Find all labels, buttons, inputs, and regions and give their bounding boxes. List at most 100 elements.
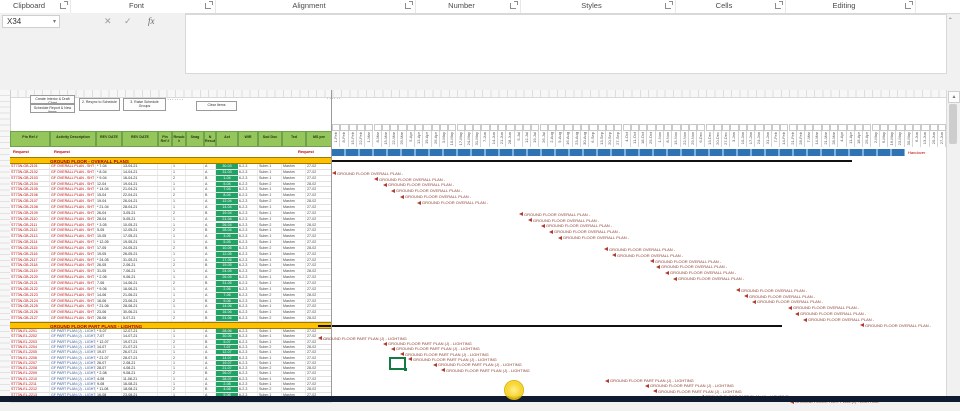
cell[interactable]: 16-06-21 xyxy=(122,286,158,292)
cell[interactable]: ST73N-GB-2115 xyxy=(10,245,50,251)
cell[interactable]: 1 xyxy=(172,257,186,263)
cell[interactable]: GF OVERALL PLAN - SHT 07 xyxy=(51,199,96,204)
cell[interactable]: ST73N-GB-2122 xyxy=(10,286,50,292)
cell[interactable]: ST73N-EL-2209 xyxy=(10,371,50,376)
cell[interactable]: GF OVERALL PLAN - SHT 21 xyxy=(51,281,96,286)
cell[interactable]: 28-02 xyxy=(306,366,332,371)
cell[interactable]: 5-07 xyxy=(216,339,238,344)
table-row[interactable]: ST73N-GB-2107 GF OVERALL PLAN - SHT 07 19-… xyxy=(10,199,332,205)
cell[interactable]: 28-06 xyxy=(96,316,122,321)
cell[interactable]: Mashm xyxy=(282,382,306,387)
cell[interactable]: * 21-04 xyxy=(96,204,122,210)
gantt-date-cell[interactable]: 20-Dec xyxy=(714,131,723,147)
gantt-week-cell[interactable] xyxy=(464,124,474,131)
cell[interactable]: 19-05-21 xyxy=(122,240,158,245)
cell[interactable]: Mashm xyxy=(282,339,306,344)
cell[interactable] xyxy=(186,304,204,310)
table-row[interactable]: ST73N-GB-2119 GF OVERALL PLAN - SHT 19 31-… xyxy=(10,269,332,276)
cell[interactable]: 4-08 xyxy=(216,387,238,392)
cell[interactable]: 2-06 xyxy=(216,286,238,292)
cell[interactable]: 2 xyxy=(172,371,186,376)
cell[interactable]: GF OVERALL PLAN - SHT 18 xyxy=(51,263,96,269)
cell[interactable]: 2 xyxy=(172,228,186,234)
cell[interactable]: GF PART PLAN (J) - LIGHTING 08 xyxy=(51,366,96,371)
cell[interactable]: 12-05-21 xyxy=(122,228,158,234)
table-row[interactable]: ST73N-GB-2120 GF OVERALL PLAN - SHT 20 * 2… xyxy=(10,275,332,281)
cell[interactable] xyxy=(186,269,204,275)
cell[interactable]: 27-02 xyxy=(306,193,332,199)
dialog-launcher-icon[interactable] xyxy=(510,1,518,9)
gantt-week-cell[interactable] xyxy=(846,124,855,131)
cell[interactable]: B xyxy=(204,228,216,234)
cell[interactable]: GF OVERALL PLAN - SHT 24 xyxy=(51,298,96,304)
gantt-date-cell[interactable]: 1-Mar xyxy=(365,131,374,147)
cell[interactable]: * 24-05 xyxy=(96,257,122,263)
cell[interactable]: A xyxy=(204,181,216,187)
cell[interactable]: Mashm xyxy=(282,387,306,392)
cell[interactable]: 27-02 xyxy=(306,169,332,175)
cell[interactable]: GF OVERALL PLAN - SHT 19 xyxy=(51,269,96,275)
gantt-date-cell[interactable]: 12-Jul xyxy=(523,131,532,147)
cell[interactable]: * 11-08 xyxy=(96,387,122,392)
cell[interactable]: ST73N-EL-2206 xyxy=(10,355,50,360)
cell[interactable]: 6-2-3 xyxy=(238,175,258,181)
cell[interactable]: 28-02 xyxy=(306,222,332,228)
cell[interactable]: 6-2-3 xyxy=(238,371,258,376)
cell[interactable]: Mashm xyxy=(282,360,306,366)
cell[interactable]: Subm 2 xyxy=(258,387,282,392)
cell[interactable]: B xyxy=(204,371,216,376)
cell[interactable]: 19-07-21 xyxy=(122,339,158,344)
cell[interactable]: 6-2-3 xyxy=(238,245,258,251)
cell[interactable]: 27-02 xyxy=(306,187,332,193)
table-row[interactable]: ST73N-GB-2108 GF OVERALL PLAN - SHT 08 * 2… xyxy=(10,204,332,211)
gantt-date-cell[interactable]: 17-May xyxy=(457,131,465,147)
column-header[interactable]: N Resub xyxy=(204,131,216,147)
gantt-date-cell[interactable]: 11-Apr xyxy=(847,131,855,147)
cell[interactable]: ST73N-EL-2210 xyxy=(10,376,50,381)
gantt-week-cell[interactable] xyxy=(522,124,532,131)
cell[interactable]: 27-02 xyxy=(306,298,332,304)
cell[interactable]: 12-07-21 xyxy=(122,329,158,334)
gantt-week-cell[interactable] xyxy=(788,124,797,131)
cell[interactable]: 19-07 xyxy=(216,360,238,366)
cell[interactable]: Mashm xyxy=(282,245,306,251)
gantt-week-cell[interactable] xyxy=(838,124,847,131)
cell[interactable]: 1 xyxy=(172,275,186,280)
cell[interactable]: 26-07 xyxy=(96,360,122,366)
gantt-date-cell[interactable]: 21-Jun xyxy=(498,131,507,147)
gantt-date-cell[interactable]: 25-Oct xyxy=(647,131,656,147)
cell[interactable]: 6-2-3 xyxy=(238,329,258,334)
cell[interactable]: Mashm xyxy=(282,257,306,263)
cell[interactable]: 12-04 xyxy=(216,199,238,204)
cell[interactable]: 28-07 xyxy=(216,376,238,381)
cell[interactable]: ST73N-GB-2107 xyxy=(10,199,50,204)
gantt-week-cell[interactable] xyxy=(937,124,947,131)
gantt-date-cell[interactable]: 13-Jun xyxy=(921,131,930,147)
dialog-launcher-icon[interactable] xyxy=(665,1,673,9)
cell[interactable]: 6-2-3 xyxy=(238,387,258,392)
gantt-date-cell[interactable]: 20-Sep xyxy=(606,131,615,147)
cell[interactable] xyxy=(158,292,172,298)
cell[interactable]: ST73N-EL-2204 xyxy=(10,344,50,350)
cell[interactable]: B xyxy=(204,355,216,360)
cell[interactable]: Mashm xyxy=(282,222,306,228)
cell[interactable]: 6-2-3 xyxy=(238,310,258,316)
gantt-week-cell[interactable] xyxy=(755,124,764,131)
cell[interactable]: 23-08-21 xyxy=(122,392,158,397)
cell[interactable] xyxy=(158,360,172,366)
cell[interactable]: 6-2-3 xyxy=(238,199,258,204)
gantt-week-cell[interactable] xyxy=(639,124,648,131)
cell[interactable]: Subm 1 xyxy=(258,355,282,360)
gantt-week-cell[interactable] xyxy=(771,124,781,131)
cell[interactable] xyxy=(158,387,172,392)
gantt-date-cell[interactable]: 15-Feb xyxy=(349,131,357,147)
vertical-scrollbar[interactable]: ▲ xyxy=(946,90,960,396)
cell[interactable]: 2 xyxy=(172,298,186,304)
cell[interactable]: B xyxy=(204,210,216,216)
gantt-week-cell[interactable] xyxy=(431,124,440,131)
cell[interactable]: 16-04-21 xyxy=(122,175,158,181)
gantt-week-cell[interactable] xyxy=(672,124,681,131)
cell[interactable]: 1 xyxy=(172,344,186,350)
cell[interactable]: 4-08 xyxy=(96,376,122,381)
gantt-week-cell[interactable] xyxy=(805,124,814,131)
